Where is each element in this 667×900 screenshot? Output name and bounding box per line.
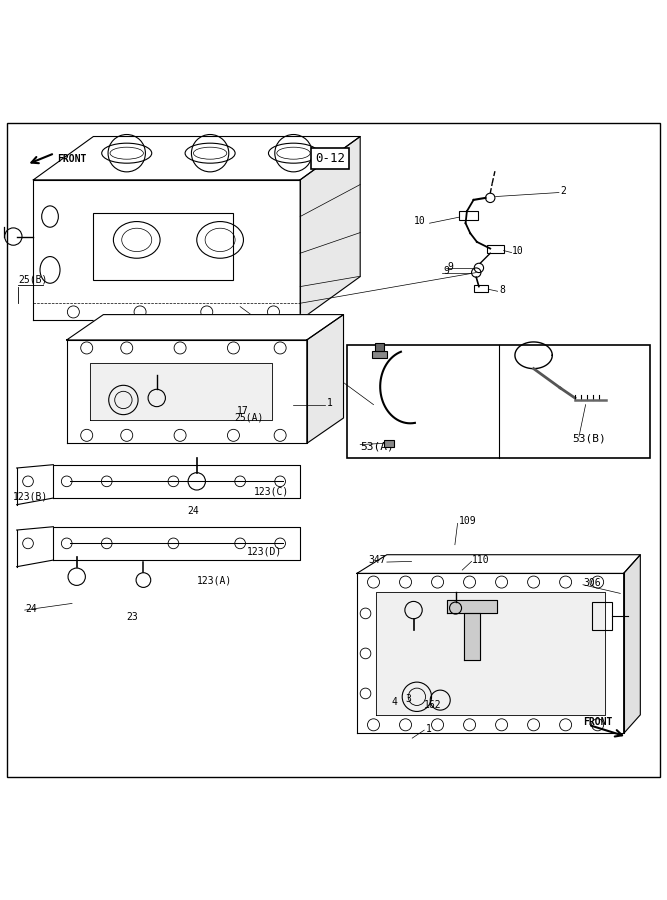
Text: 4: 4 [392,698,398,707]
Polygon shape [67,315,344,340]
Text: 162: 162 [424,700,441,710]
Text: 109: 109 [459,517,476,526]
Text: 9: 9 [444,266,450,276]
Text: 17: 17 [237,406,249,417]
Polygon shape [447,600,497,614]
Polygon shape [90,364,272,420]
Polygon shape [53,464,300,498]
Bar [375,343,384,351]
Bar [372,351,387,358]
Text: 10: 10 [512,247,524,256]
Polygon shape [33,180,300,320]
Bar [93,213,233,280]
Text: 53(B): 53(B) [572,434,606,444]
Bar [384,440,394,446]
Polygon shape [376,592,605,715]
Text: 110: 110 [472,555,490,565]
Polygon shape [357,554,640,573]
Text: 1: 1 [327,399,333,409]
Text: 347: 347 [368,555,386,565]
Text: 25(B): 25(B) [19,274,48,285]
Text: 123(C): 123(C) [253,486,289,497]
Bar [592,602,612,630]
Bar [347,345,650,458]
Text: FRONT: FRONT [57,154,86,164]
Polygon shape [300,137,360,320]
Text: 23: 23 [127,612,139,622]
Text: FRONT: FRONT [584,717,613,727]
Bar [487,245,504,253]
Text: 123(D): 123(D) [247,546,282,556]
Polygon shape [307,315,344,444]
Text: 306: 306 [584,579,601,589]
Text: 1: 1 [426,724,432,733]
Text: 123(B): 123(B) [13,491,49,501]
Polygon shape [33,137,360,180]
Text: 10: 10 [414,216,426,226]
Text: 24: 24 [187,507,199,517]
Bar [459,212,478,220]
Polygon shape [464,614,480,660]
Text: 8: 8 [499,285,505,295]
Text: 0-12: 0-12 [315,152,345,165]
Text: 123(A): 123(A) [197,575,232,585]
Text: 25(A): 25(A) [235,413,264,423]
Text: 9: 9 [447,262,453,272]
Polygon shape [357,573,624,733]
Bar [474,285,488,292]
Polygon shape [53,526,300,560]
Polygon shape [67,340,307,444]
Text: 53(A): 53(A) [360,442,394,452]
Text: 24: 24 [25,604,37,614]
Polygon shape [624,554,640,734]
Text: 2: 2 [560,186,566,196]
Text: 3: 3 [405,694,411,704]
